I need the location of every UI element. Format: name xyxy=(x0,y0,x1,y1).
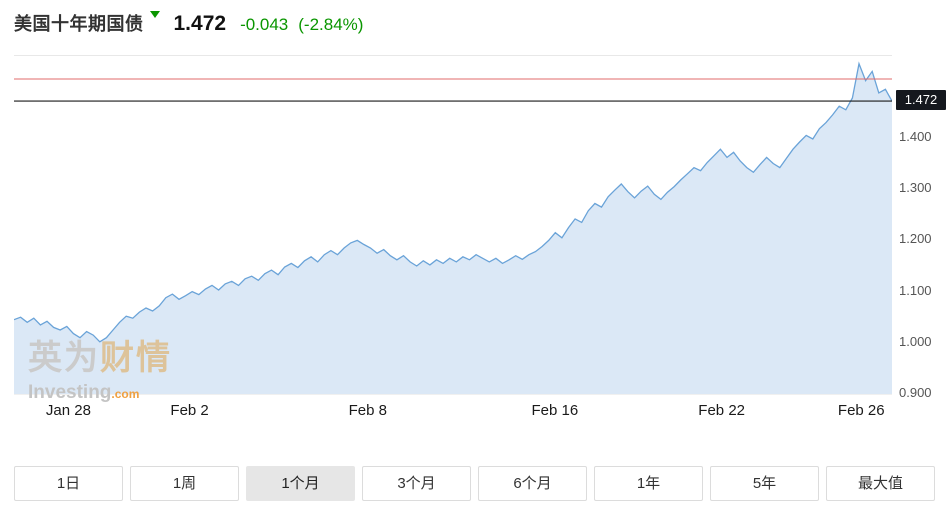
price-change-percent: (-2.84%) xyxy=(298,15,364,34)
y-axis-label: 1.400 xyxy=(899,128,932,144)
price-line xyxy=(14,61,892,343)
y-axis-label: 1.200 xyxy=(899,231,932,247)
x-axis-label: Jan 28 xyxy=(45,402,91,419)
tab-1-day[interactable]: 1日 xyxy=(14,466,123,501)
instrument-title: 美国十年期国债 xyxy=(14,14,144,34)
tab-max[interactable]: 最大值 xyxy=(826,466,935,501)
tab-6-months[interactable]: 6个月 xyxy=(478,466,587,501)
tab-1-year[interactable]: 1年 xyxy=(594,466,703,501)
tab-5-years[interactable]: 5年 xyxy=(710,466,819,501)
down-triangle-icon xyxy=(149,11,160,18)
y-axis-label: 1.100 xyxy=(899,282,932,298)
last-price-value: 1.472 xyxy=(173,12,227,35)
tab-3-months[interactable]: 3个月 xyxy=(362,466,471,501)
x-axis-label: Feb 26 xyxy=(837,402,885,419)
price-change: -0.043 xyxy=(240,15,289,34)
x-axis-label: Feb 22 xyxy=(698,402,746,419)
last-price-badge: 1.472 xyxy=(896,90,946,111)
x-axis-label: Feb 2 xyxy=(170,402,209,419)
y-axis-label: 1.000 xyxy=(899,333,932,349)
x-axis-label: Feb 16 xyxy=(531,402,579,419)
instrument-header: 美国十年期国债 1.472 -0.043 (-2.84%) xyxy=(14,10,363,36)
area-fill xyxy=(14,63,892,394)
tab-1-month[interactable]: 1个月 xyxy=(246,466,355,501)
chart-canvas xyxy=(14,61,892,394)
timeframe-tab-bar: 1日 1周 1个月 3个月 6个月 1年 5年 最大值 xyxy=(14,466,935,501)
price-area-chart[interactable] xyxy=(14,55,892,395)
y-axis-label: 0.900 xyxy=(899,385,932,400)
tab-1-week[interactable]: 1周 xyxy=(130,466,239,501)
y-axis-label: 1.300 xyxy=(899,180,932,196)
x-axis-label: Feb 8 xyxy=(348,402,388,419)
